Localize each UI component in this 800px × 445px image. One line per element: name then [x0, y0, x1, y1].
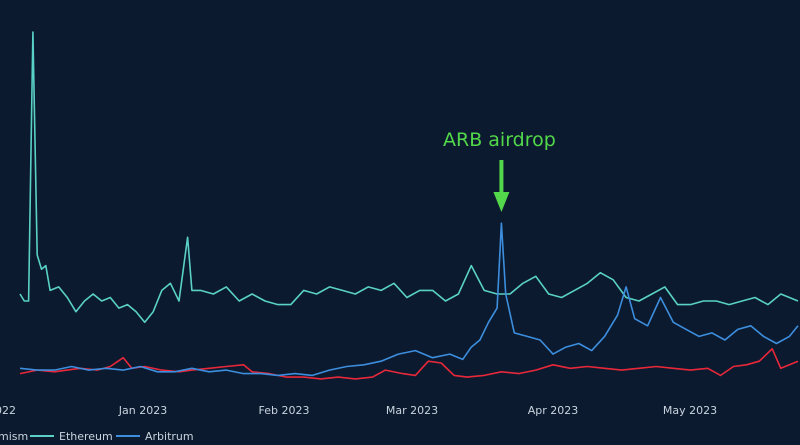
series-layer: [19, 31, 799, 380]
legend-label-ethereum: Ethereum: [59, 430, 113, 443]
x-tick-label: May 2023: [663, 404, 717, 417]
x-tick-label: Apr 2023: [528, 404, 579, 417]
legend-label-arbitrum: Arbitrum: [145, 430, 194, 443]
annotation-label: ARB airdrop: [443, 129, 556, 151]
x-tick-label: Jan 2023: [118, 404, 167, 417]
x-tick-label: 2022: [0, 404, 16, 417]
arrow-down-icon: [493, 192, 510, 212]
x-tick-label: Mar 2023: [386, 404, 438, 417]
series-line-ethereum: [19, 31, 799, 324]
series-line-arbitrum: [19, 222, 799, 377]
legend-label-optimism: mism: [0, 430, 28, 443]
x-tick-label: Feb 2023: [259, 404, 310, 417]
airdrop-annotation: ARB airdrop: [443, 129, 556, 212]
legend: mism Ethereum Arbitrum: [0, 430, 194, 443]
series-line-optimism: [19, 347, 799, 380]
x-axis-ticks: 2022 Jan 2023 Feb 2023 Mar 2023 Apr 2023…: [0, 404, 717, 417]
